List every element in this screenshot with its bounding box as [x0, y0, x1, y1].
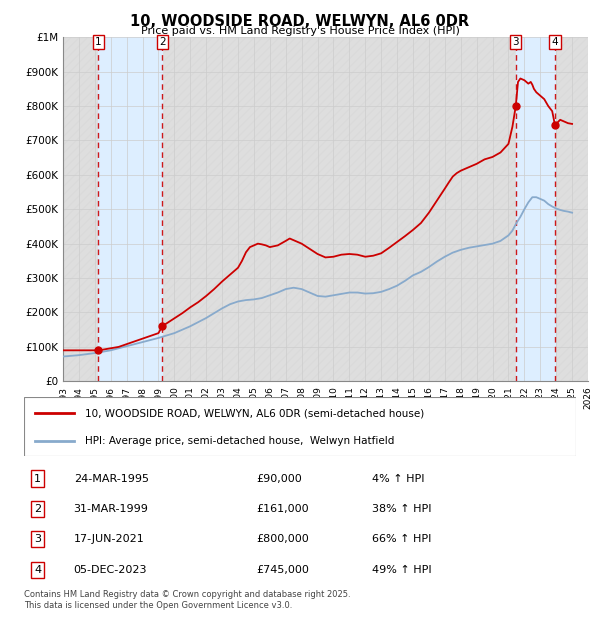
- Text: 17-JUN-2021: 17-JUN-2021: [74, 534, 145, 544]
- Text: 1: 1: [95, 37, 101, 47]
- Bar: [63, 37, 98, 381]
- Text: 2: 2: [34, 504, 41, 514]
- Text: HPI: Average price, semi-detached house,  Welwyn Hatfield: HPI: Average price, semi-detached house,…: [85, 436, 394, 446]
- Text: 10, WOODSIDE ROAD, WELWYN, AL6 0DR: 10, WOODSIDE ROAD, WELWYN, AL6 0DR: [130, 14, 470, 29]
- Text: 4: 4: [34, 565, 41, 575]
- FancyBboxPatch shape: [24, 397, 576, 456]
- Text: 31-MAR-1999: 31-MAR-1999: [74, 504, 149, 514]
- Text: Price paid vs. HM Land Registry's House Price Index (HPI): Price paid vs. HM Land Registry's House …: [140, 26, 460, 36]
- Text: £90,000: £90,000: [256, 474, 302, 484]
- Text: 3: 3: [34, 534, 41, 544]
- Text: £161,000: £161,000: [256, 504, 308, 514]
- Text: 49% ↑ HPI: 49% ↑ HPI: [372, 565, 431, 575]
- Text: 10, WOODSIDE ROAD, WELWYN, AL6 0DR (semi-detached house): 10, WOODSIDE ROAD, WELWYN, AL6 0DR (semi…: [85, 409, 424, 419]
- Text: 3: 3: [512, 37, 519, 47]
- Bar: [98, 37, 163, 381]
- Text: 4% ↑ HPI: 4% ↑ HPI: [372, 474, 424, 484]
- Text: 1: 1: [34, 474, 41, 484]
- Bar: [516, 37, 555, 381]
- Text: 2: 2: [159, 37, 166, 47]
- Text: Contains HM Land Registry data © Crown copyright and database right 2025.
This d: Contains HM Land Registry data © Crown c…: [24, 590, 350, 609]
- Bar: [555, 37, 588, 381]
- Text: 38% ↑ HPI: 38% ↑ HPI: [372, 504, 431, 514]
- Text: 66% ↑ HPI: 66% ↑ HPI: [372, 534, 431, 544]
- Text: £745,000: £745,000: [256, 565, 309, 575]
- Bar: [163, 37, 516, 381]
- Text: £800,000: £800,000: [256, 534, 308, 544]
- Text: 05-DEC-2023: 05-DEC-2023: [74, 565, 147, 575]
- Text: 24-MAR-1995: 24-MAR-1995: [74, 474, 149, 484]
- Text: 4: 4: [551, 37, 558, 47]
